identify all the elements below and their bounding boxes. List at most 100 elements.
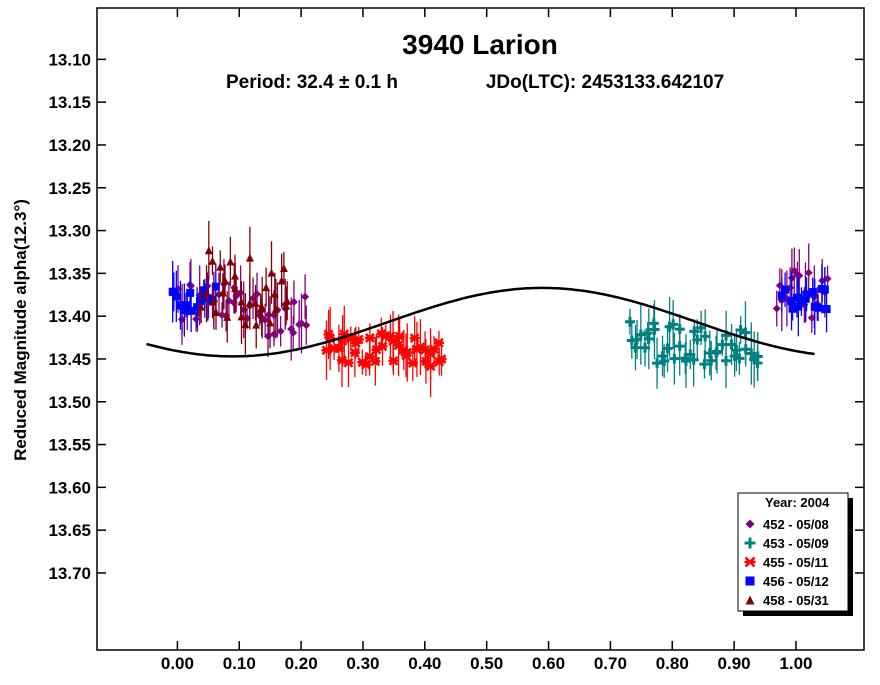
- data-point: [407, 358, 418, 368]
- data-point: [237, 297, 246, 306]
- x-axis: 0.00 0.10 0.20 0.30 0.40 0.50 0.60 0.70 0.80 0.90…: [161, 8, 813, 673]
- y-tick-label: 13.55: [48, 436, 91, 455]
- data-point: [270, 289, 279, 298]
- data-point: [283, 296, 292, 305]
- plot-frame: [96, 7, 865, 651]
- data-point: [203, 294, 212, 303]
- data-point: [236, 288, 245, 297]
- data-point: [226, 257, 235, 266]
- y-tick-label: 13.35: [48, 264, 91, 283]
- data-point: [262, 283, 271, 292]
- data-point: [182, 301, 191, 310]
- data-point: [301, 292, 310, 301]
- data-point: [394, 331, 405, 342]
- data-point: [781, 285, 790, 294]
- data-point: [221, 276, 230, 285]
- data-point: [700, 331, 711, 342]
- x-tick-label: 0.10: [223, 654, 256, 673]
- data-point: [186, 281, 195, 290]
- data-point: [772, 304, 781, 313]
- data-point: [192, 314, 201, 323]
- data-point: [652, 358, 663, 369]
- legend: Year: 2004 452 - 05/08 453 - 05/09 455 - 0…: [737, 492, 853, 616]
- data-point: [822, 305, 831, 314]
- data-point: [267, 268, 276, 277]
- series-plus: [624, 297, 763, 389]
- data-point: [252, 320, 261, 329]
- x-tick-label: 0.40: [408, 654, 441, 673]
- data-point: [271, 304, 280, 313]
- data-point: [172, 292, 181, 301]
- data-point: [176, 301, 185, 310]
- data-point: [436, 354, 447, 364]
- data-point: [186, 288, 195, 297]
- data-point: [794, 302, 803, 311]
- data-point: [302, 321, 311, 330]
- data-point: [349, 347, 360, 358]
- data-point: [197, 302, 206, 311]
- chart-subtitle-period: Period: 32.4 ± 0.1 h: [226, 72, 398, 93]
- data-point: [624, 316, 635, 327]
- data-point: [734, 353, 745, 364]
- data-point: [657, 351, 668, 362]
- legend-marker-diamond-icon: [745, 519, 755, 529]
- legend-marker-plus-icon: [744, 537, 756, 549]
- data-point: [802, 290, 811, 299]
- legend-title: Year: 2004: [765, 495, 830, 510]
- y-tick-label: 13.15: [48, 93, 91, 112]
- x-tick-label: 0.50: [470, 654, 503, 673]
- data-point: [230, 271, 239, 280]
- data-point: [169, 287, 178, 296]
- fit-curve: [146, 286, 815, 358]
- data-point: [792, 293, 801, 302]
- legend-label: 458 - 05/31: [763, 593, 829, 608]
- data-point: [258, 303, 267, 312]
- y-tick-label: 13.50: [48, 393, 91, 412]
- data-point: [669, 353, 680, 364]
- data-point: [795, 271, 804, 280]
- data-point: [643, 333, 654, 344]
- data-point: [208, 297, 217, 306]
- data-point: [211, 282, 220, 291]
- data-point: [223, 312, 232, 321]
- data-points: [168, 220, 832, 398]
- data-point: [212, 307, 221, 316]
- data-point: [797, 297, 806, 306]
- y-tick-label: 13.25: [48, 179, 91, 198]
- y-tick-label: 13.40: [48, 307, 91, 326]
- legend-label: 452 - 05/08: [763, 517, 829, 532]
- data-point: [245, 298, 254, 307]
- data-point: [282, 301, 291, 310]
- data-point: [266, 318, 275, 327]
- data-point: [668, 319, 679, 330]
- y-tick-label: 13.20: [48, 136, 91, 155]
- legend-label: 455 - 05/11: [763, 555, 828, 570]
- data-point: [195, 297, 204, 306]
- data-point: [343, 357, 354, 368]
- data-point: [241, 319, 250, 328]
- data-point: [706, 355, 717, 366]
- data-point: [245, 253, 254, 262]
- legend-label: 456 - 05/12: [763, 574, 829, 589]
- legend-label: 453 - 05/09: [763, 536, 829, 551]
- data-point: [808, 288, 817, 297]
- x-tick-label: 1.00: [779, 654, 812, 673]
- x-tick-label: 0.20: [285, 654, 318, 673]
- x-tick-label: 0.00: [161, 654, 194, 673]
- y-tick-label: 13.70: [48, 564, 91, 583]
- data-point: [712, 346, 723, 357]
- y-tick-label: 13.30: [48, 222, 91, 241]
- data-point: [364, 333, 375, 343]
- y-tick-label: 13.10: [48, 50, 91, 69]
- data-point: [270, 330, 279, 339]
- chart-subtitle-epoch: JDo(LTC): 2453133.642107: [486, 72, 724, 93]
- data-point: [193, 303, 202, 312]
- data-point: [261, 315, 270, 324]
- data-point: [674, 324, 685, 335]
- data-point: [216, 262, 225, 271]
- legend-marker-triangle-icon: [745, 595, 755, 605]
- data-point: [276, 327, 285, 336]
- data-point: [202, 289, 211, 298]
- x-tick-label: 0.70: [594, 654, 627, 673]
